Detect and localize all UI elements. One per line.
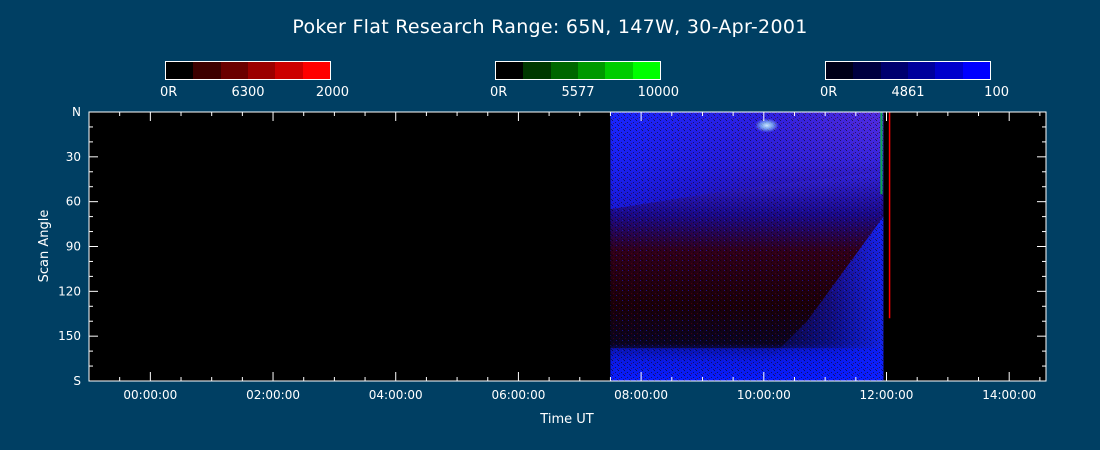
- colorbar-segment: [496, 62, 524, 79]
- colorbar-strip: [825, 61, 991, 80]
- x-axis: 00:00:00 02:00:00 04:00:00 06:00:00 08:00:00…: [88, 112, 1041, 402]
- y-axis-label: Scan Angle: [37, 210, 52, 283]
- colorbar-segment: [275, 62, 303, 79]
- colorbar-segment: [166, 62, 194, 79]
- colorbar-strip: [495, 61, 661, 80]
- y-axis: N 30 60 90 120 150 S: [58, 105, 1046, 388]
- y-tick-label: 30: [66, 150, 81, 164]
- colorbar-segment: [577, 62, 606, 79]
- colorbar-segment: [907, 62, 936, 79]
- aurora-data: [610, 112, 891, 381]
- x-tick-label: 10:00:00: [737, 388, 791, 402]
- colorbar-max-label: 100: [984, 85, 1009, 100]
- colorbar-wavelength-label: 6300: [231, 85, 265, 100]
- colorbar-segment: [632, 62, 660, 79]
- x-tick-label: 08:00:00: [614, 388, 668, 402]
- colorbar-min-label: 0R: [160, 85, 178, 100]
- y-tick-label: N: [72, 105, 81, 119]
- x-tick-label: 04:00:00: [369, 388, 423, 402]
- colorbar-min-label: 0R: [820, 85, 838, 100]
- colorbar-segment: [302, 62, 330, 79]
- colorbar-max-label: 2000: [315, 85, 349, 100]
- y-tick-label: 90: [66, 240, 81, 254]
- colorbar-wavelength-label: 5577: [561, 85, 595, 100]
- x-tick-label: 00:00:00: [123, 388, 177, 402]
- colorbar-max-label: 10000: [637, 85, 679, 100]
- colorbar-segment: [826, 62, 854, 79]
- colorbar-segment: [550, 62, 578, 79]
- y-tick-label: S: [73, 374, 81, 388]
- colorbar-segment: [962, 62, 990, 79]
- y-tick-label: 150: [58, 329, 81, 343]
- y-tick-label: 60: [66, 195, 81, 209]
- chart-title: Poker Flat Research Range: 65N, 147W, 30…: [292, 16, 808, 38]
- colorbar-4861: 0R 4861 100: [820, 61, 1009, 100]
- aurora-noise: [610, 112, 884, 381]
- colorbar-strip: [165, 61, 331, 80]
- colorbar-6300: 0R 6300 2000: [160, 61, 349, 100]
- colorbar-segment: [935, 62, 963, 79]
- colorbar-segment: [880, 62, 908, 79]
- plot-area: [89, 112, 1046, 381]
- aurora-bright-spot: [754, 118, 779, 133]
- colorbar-segment: [853, 62, 881, 79]
- colorbar-segment: [220, 62, 248, 79]
- x-tick-label: 12:00:00: [860, 388, 914, 402]
- x-tick-label: 02:00:00: [246, 388, 300, 402]
- y-tick-label: 120: [58, 284, 81, 298]
- colorbar-5577: 0R 5577 10000: [490, 61, 679, 100]
- x-axis-label: Time UT: [539, 412, 593, 427]
- x-tick-label: 14:00:00: [982, 388, 1036, 402]
- colorbar-segment: [523, 62, 551, 79]
- colorbar-segment: [193, 62, 221, 79]
- colorbar-wavelength-label: 4861: [891, 85, 925, 100]
- colorbar-segment: [605, 62, 633, 79]
- x-tick-label: 06:00:00: [491, 388, 545, 402]
- colorbar-min-label: 0R: [490, 85, 508, 100]
- colorbar-segment: [247, 62, 276, 79]
